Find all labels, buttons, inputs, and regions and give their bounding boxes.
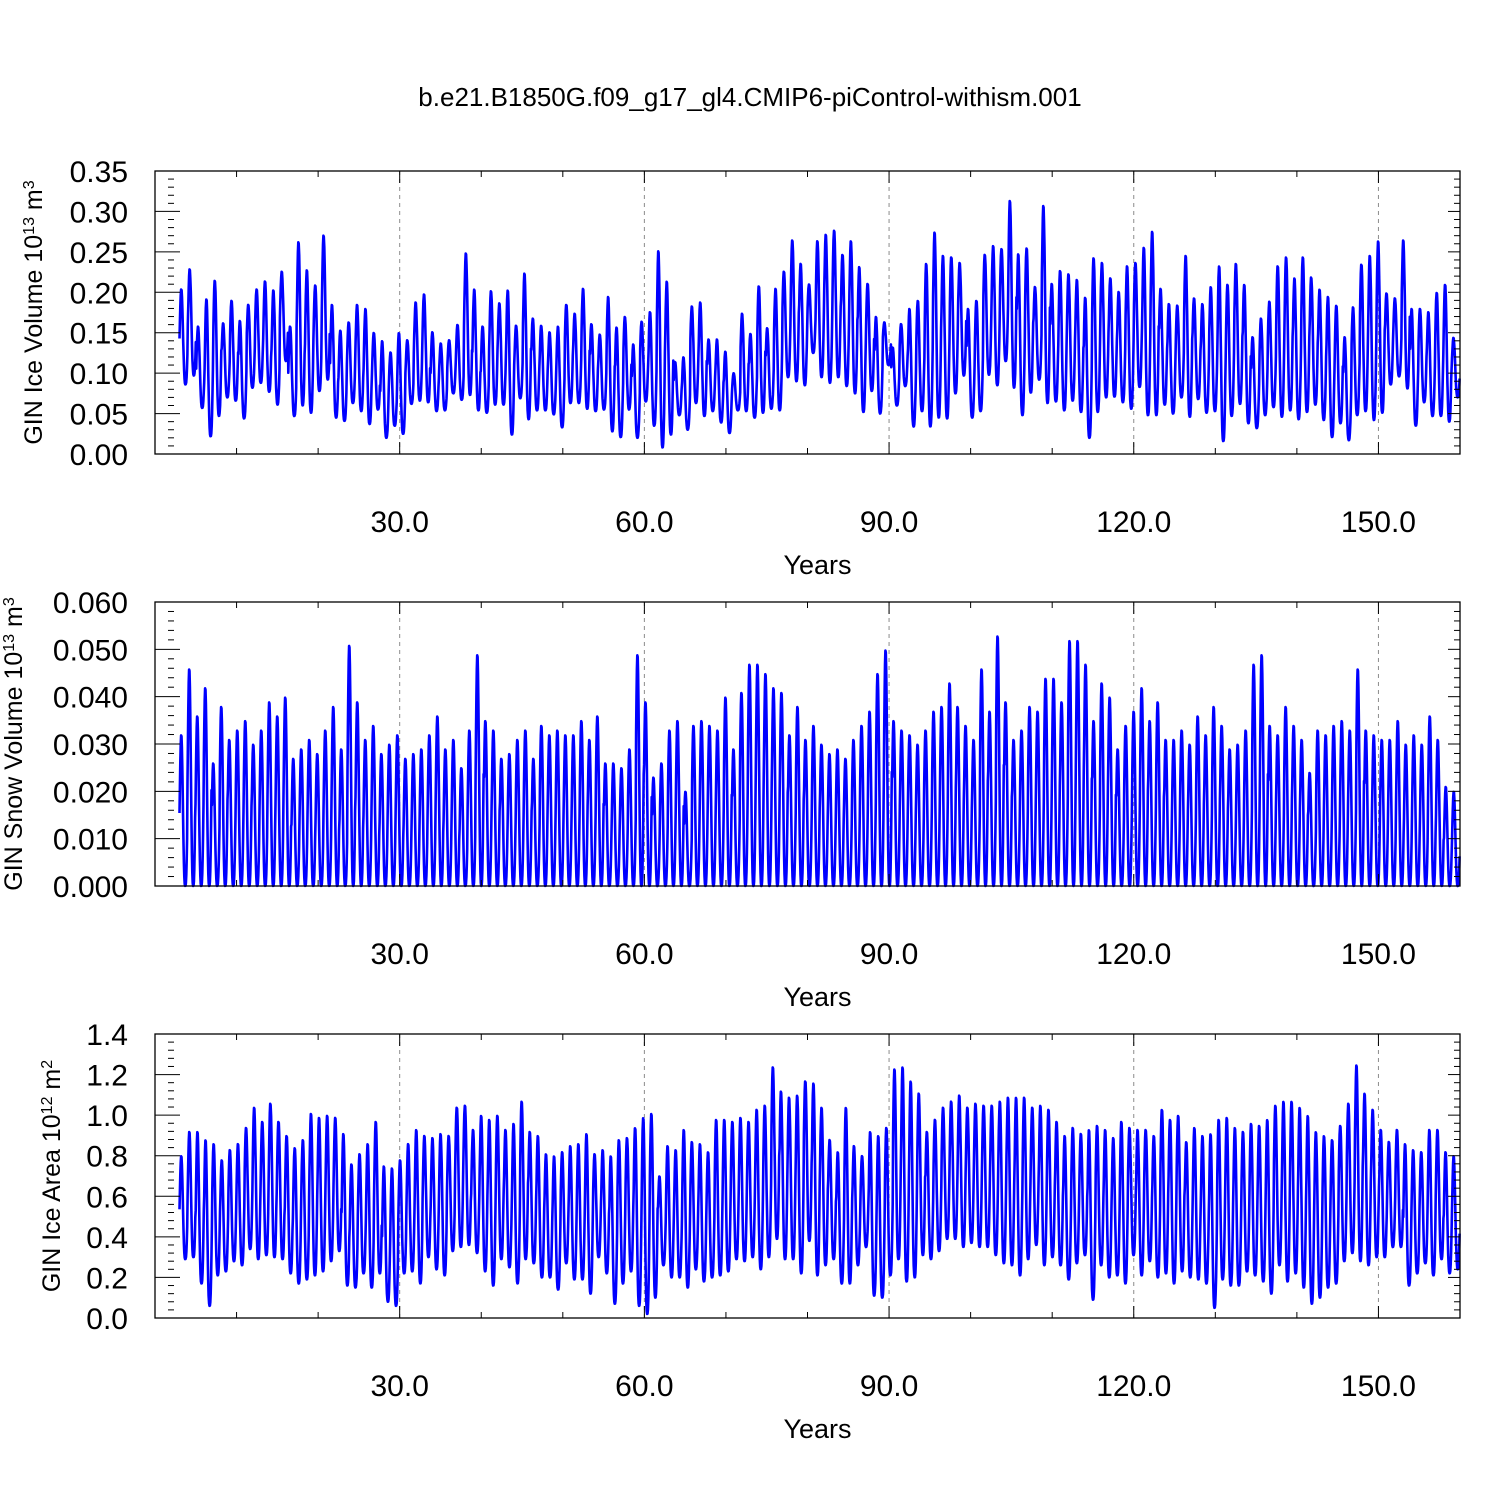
y-tick-label: 1.0 [86,1100,128,1133]
x-tick-label: 120.0 [1096,1370,1171,1403]
x-tick-label: 90.0 [860,1370,918,1403]
y-tick-label: 0.00 [70,439,128,472]
data-series-line [178,635,1461,888]
panels: 0.00 0.05 0.10 0.15 0.20 0.25 0.30 0.35 30.0 60.0… [0,156,1461,1444]
y-tick-label: 0.010 [53,824,128,857]
y-tick-label: 0.30 [70,196,128,229]
x-tick-label: 150.0 [1341,506,1416,539]
x-axis-label: Years [783,550,851,580]
y-tick-label: 0.15 [70,318,128,351]
x-tick-label: 30.0 [370,938,428,971]
panel-2: 0.000 0.010 0.020 0.030 0.040 0.050 0.060 30.0 6… [0,587,1461,1012]
x-axis-label: Years [783,1414,851,1444]
x-tick-label: 120.0 [1096,938,1171,971]
figure-title: b.e21.B1850G.f09_g17_gl4.CMIP6-piControl… [418,82,1081,112]
y-tick-label: 0.6 [86,1181,128,1214]
y-tick-label: 0.040 [53,682,128,715]
y-axis-label: GIN Snow Volume 1013 m3 [0,597,28,891]
data-series-line [178,1064,1461,1316]
y-tick-label: 0.060 [53,587,128,620]
y-tick-label: 0.2 [86,1262,128,1295]
panel-3: 0.0 0.2 0.4 0.6 0.8 1.0 1.2 1.4 30.0 60.0 90.0 120.… [38,1019,1461,1444]
x-tick-label: 90.0 [860,938,918,971]
y-tick-label: 0.4 [86,1222,128,1255]
y-tick-label: 0.050 [53,634,128,667]
x-tick-label: 150.0 [1341,1370,1416,1403]
y-tick-label: 0.0 [86,1303,128,1336]
y-tick-label: 0.35 [70,156,128,189]
y-tick-label: 0.05 [70,399,128,432]
y-tick-label: 0.000 [53,871,128,904]
y-tick-label: 0.8 [86,1141,128,1174]
x-tick-label: 60.0 [615,938,673,971]
y-tick-label: 0.25 [70,237,128,270]
panel-1: 0.00 0.05 0.10 0.15 0.20 0.25 0.30 0.35 30.0 60.0… [20,156,1461,580]
data-series-line [178,199,1461,449]
y-axis-label: GIN Ice Area 1012 m2 [38,1060,66,1292]
x-tick-label: 60.0 [615,1370,673,1403]
y-axis-label: GIN Ice Volume 1013 m3 [20,180,48,444]
y-tick-label: 0.030 [53,729,128,762]
y-tick-label: 1.4 [86,1019,128,1052]
x-tick-label: 60.0 [615,506,673,539]
y-tick-label: 0.10 [70,358,128,391]
y-tick-label: 0.20 [70,277,128,310]
y-tick-label: 0.020 [53,776,128,809]
x-tick-label: 30.0 [370,506,428,539]
x-tick-label: 90.0 [860,506,918,539]
x-tick-label: 30.0 [370,1370,428,1403]
x-axis-label: Years [783,982,851,1012]
x-tick-label: 120.0 [1096,506,1171,539]
x-tick-label: 150.0 [1341,938,1416,971]
y-tick-label: 1.2 [86,1060,128,1093]
